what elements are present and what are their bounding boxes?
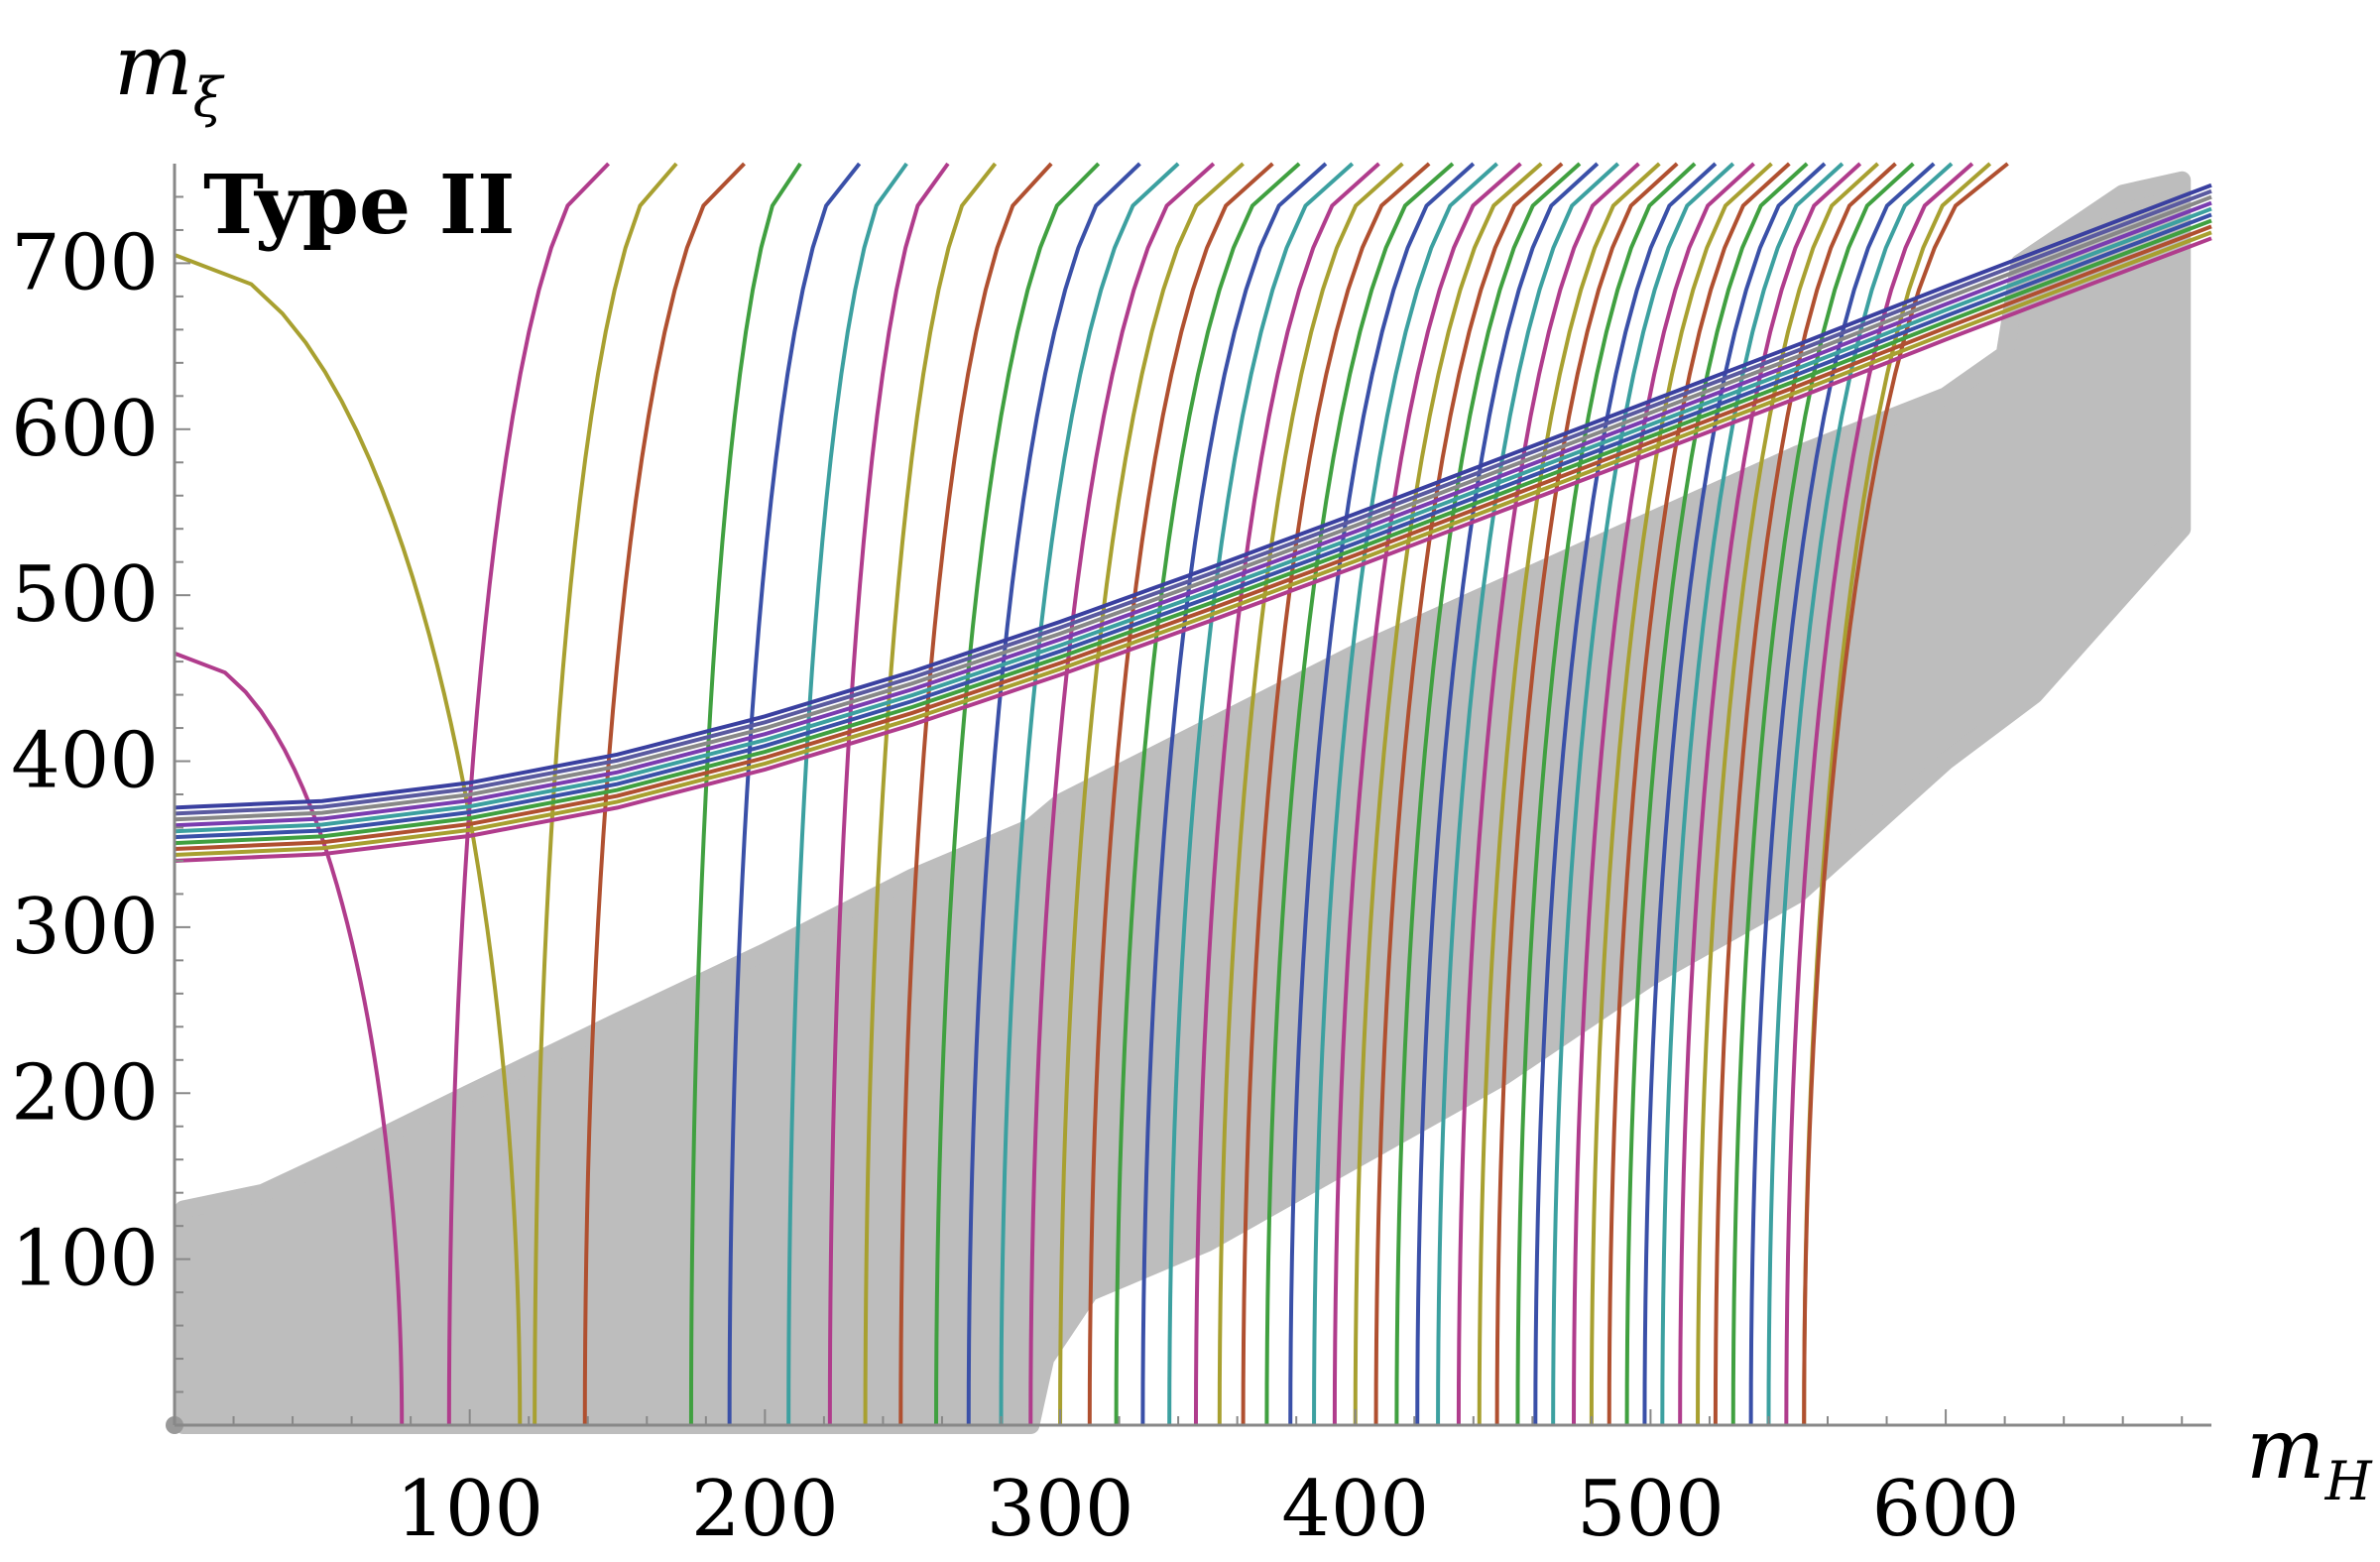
contour-line-vertical — [934, 162, 1101, 1426]
contour-line-vertical — [1193, 162, 1380, 1426]
contour-line-vertical — [1264, 162, 1455, 1426]
contour-line-vertical — [1312, 162, 1498, 1426]
contour-line-vertical — [1456, 162, 1640, 1426]
x-axis-title: mH — [2246, 1400, 2373, 1512]
contour-line-vertical — [1241, 162, 1431, 1426]
y-tick-label: 200 — [11, 1048, 159, 1138]
contour-line-vertical — [1678, 162, 1862, 1426]
contour-line-vertical — [1058, 162, 1245, 1426]
contour-line-vertical — [1288, 162, 1476, 1426]
band-curve — [174, 188, 2212, 816]
contour-line-vertical — [1660, 162, 1844, 1426]
band-curve — [174, 224, 2212, 852]
contour-line-vertical — [1332, 162, 1522, 1426]
y-axis-title-sub: ξ — [193, 66, 225, 129]
contour-line-vertical — [727, 162, 862, 1426]
x-tick-label: 100 — [396, 1465, 543, 1554]
y-tick-label: 600 — [11, 385, 159, 474]
contour-line-vertical — [999, 162, 1180, 1426]
band-curve — [174, 194, 2212, 822]
band-curve — [174, 236, 2212, 863]
contour-line-vertical — [1167, 162, 1355, 1426]
band-curve — [174, 230, 2212, 857]
y-tick-label: 700 — [11, 218, 159, 307]
band-curve — [174, 218, 2212, 846]
contour-line-vertical — [1572, 162, 1755, 1426]
x-tick-label: 500 — [1577, 1465, 1725, 1554]
contour-line-vertical — [827, 162, 950, 1426]
band-curve — [174, 212, 2212, 840]
contour-line-vertical — [1394, 162, 1582, 1426]
contour-line-vertical — [1114, 162, 1301, 1426]
x-tick-label: 600 — [1872, 1465, 2020, 1554]
x-tick-label: 300 — [987, 1465, 1134, 1554]
x-axis-title-main: m — [2246, 1400, 2325, 1498]
x-tick-label: 200 — [691, 1465, 839, 1554]
y-tick-label: 100 — [11, 1215, 159, 1304]
x-tick-label: 400 — [1281, 1465, 1429, 1554]
y-axis-title-main: m — [114, 17, 193, 114]
band-curve — [174, 206, 2212, 834]
contour-line-vertical — [1533, 162, 1718, 1426]
y-tick-label: 400 — [11, 717, 159, 806]
contour-line-vertical — [1415, 162, 1600, 1426]
contour-line-vertical — [898, 162, 1053, 1426]
contour-line-vertical — [1087, 162, 1274, 1426]
contour-line-curved — [174, 651, 405, 1426]
axes-layer: 100 200 300 400 500 600 100 200 300 400 500 600 700 — [11, 164, 2211, 1554]
contour-line-vertical — [1624, 162, 1809, 1426]
contour-line-vertical — [786, 162, 908, 1426]
x-axis-title-sub: H — [2324, 1450, 2373, 1512]
y-tick-label: 300 — [11, 883, 159, 972]
band-layer — [174, 182, 2212, 863]
contour-line-vertical — [1494, 162, 1679, 1426]
contour-line-vertical — [1551, 162, 1735, 1426]
contour-line-vertical — [1217, 162, 1404, 1426]
contour-line-vertical — [1515, 162, 1697, 1426]
panel-label: Type II — [203, 158, 515, 253]
band-curve — [174, 200, 2212, 828]
contour-line-vertical — [1373, 162, 1564, 1426]
contour-line-vertical — [1784, 162, 1974, 1426]
contour-line-vertical — [1028, 162, 1216, 1426]
contour-line-vertical — [1766, 162, 1954, 1426]
contour-line-vertical — [582, 162, 746, 1426]
contour-line-vertical — [688, 162, 802, 1426]
y-axis-title: mξ — [114, 17, 225, 129]
contour-line-vertical — [1802, 162, 2009, 1426]
y-tick-label: 500 — [11, 550, 159, 640]
contour-line-vertical — [1353, 162, 1543, 1426]
contour-line-curved — [174, 253, 523, 1426]
contour-line-vertical — [1140, 162, 1328, 1426]
contour-line-vertical — [1436, 162, 1620, 1426]
band-curve — [174, 182, 2212, 810]
contour-line-vertical — [966, 162, 1141, 1426]
contour-line-vertical — [863, 162, 998, 1426]
contour-line-vertical — [1589, 162, 1773, 1426]
contour-line-vertical — [1477, 162, 1661, 1426]
contour-lines-layer — [174, 162, 2009, 1426]
contour-line-vertical — [1606, 162, 1791, 1426]
